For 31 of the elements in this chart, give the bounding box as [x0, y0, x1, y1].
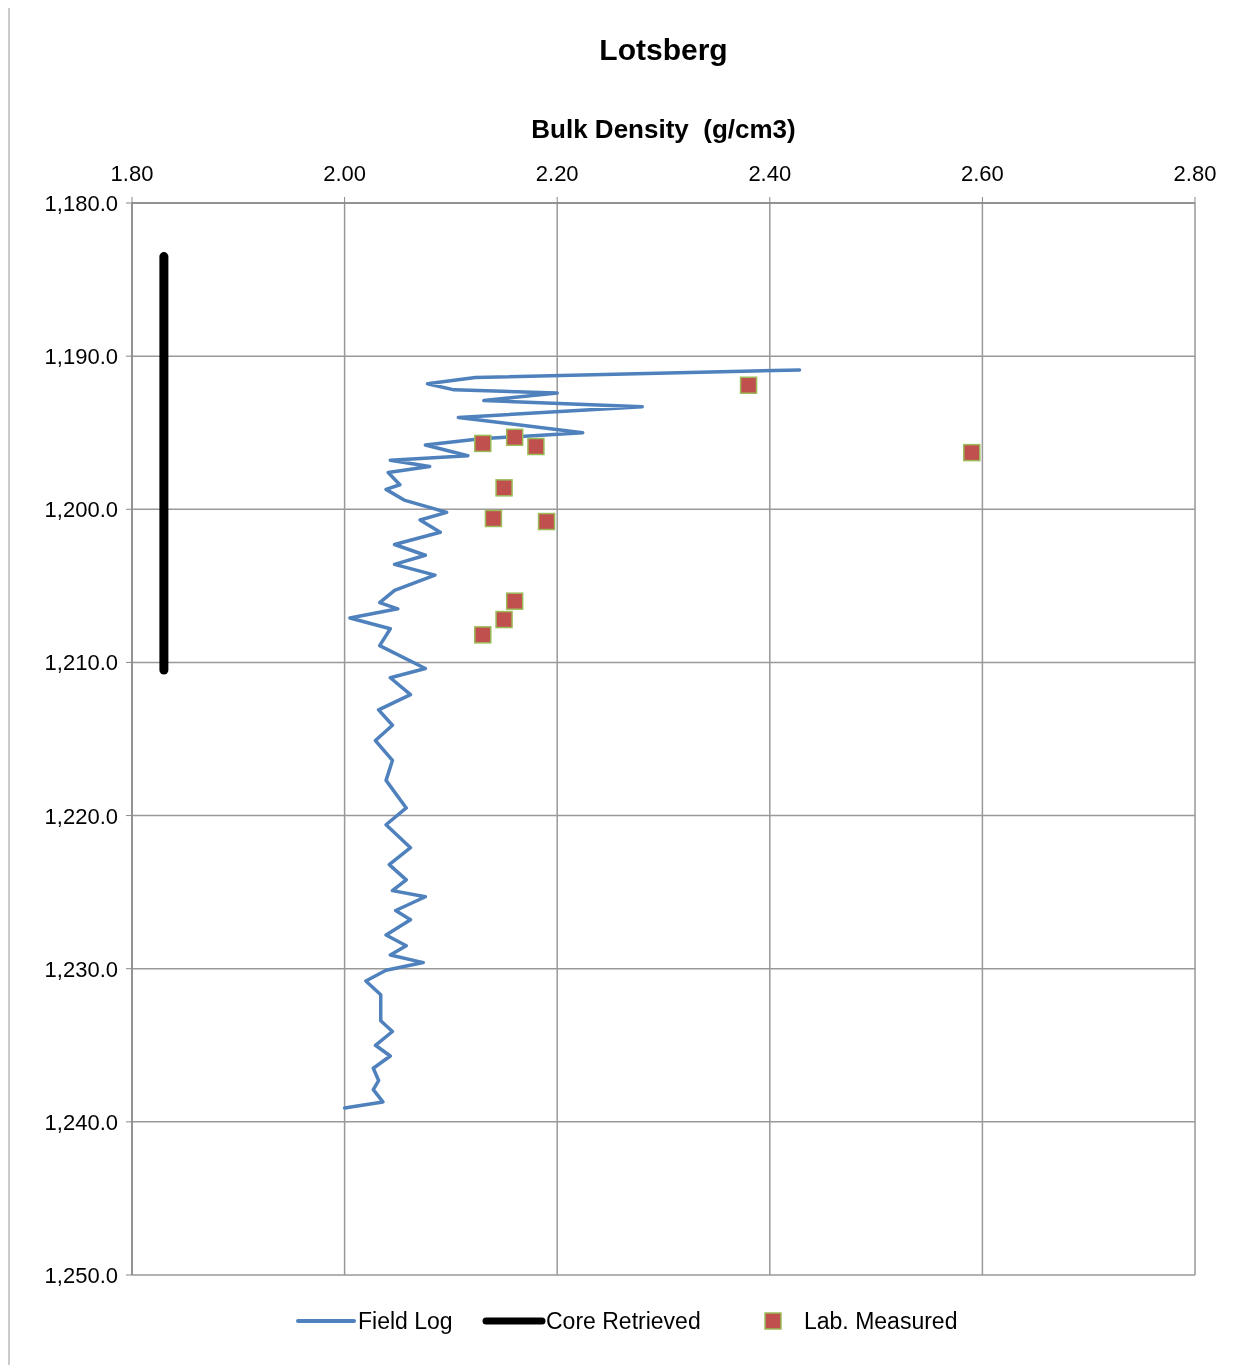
y-tick-label: 1,240.0 — [44, 1109, 118, 1135]
point — [495, 610, 513, 629]
y-tick-label: 1,200.0 — [44, 497, 118, 523]
point — [484, 509, 503, 528]
x-tick-label: 2.80 — [1173, 161, 1217, 186]
y-tick-label: 1,190.0 — [44, 344, 118, 370]
line-series — [342, 368, 802, 1110]
x-tick-label: 2.60 — [960, 161, 1004, 186]
point — [527, 437, 545, 456]
legend-label: Field Log — [358, 1308, 453, 1334]
legend-label: Lab. Measured — [804, 1308, 958, 1334]
x-tick-label: 2.40 — [748, 161, 792, 186]
y-tick-label: 1,210.0 — [44, 650, 118, 676]
point — [963, 443, 981, 462]
point — [537, 512, 556, 531]
legend-label: Core Retrieved — [546, 1308, 701, 1334]
chart-title: Lotsberg — [599, 33, 728, 66]
x-tick-label: 2.20 — [535, 161, 579, 186]
y-tick-label: 1,220.0 — [44, 803, 118, 829]
point — [505, 592, 524, 610]
x-tick-label: 1.80 — [110, 161, 154, 186]
x-tick-label: 2.00 — [323, 161, 367, 186]
y-tick-label: 1,180.0 — [44, 191, 118, 216]
point — [739, 376, 758, 394]
y-tick-label: 1,230.0 — [44, 956, 118, 982]
x-axis-title: Bulk Density (g/cm3) — [531, 114, 796, 144]
y-tick-label: 1,250.0 — [44, 1263, 118, 1288]
point — [495, 479, 513, 497]
point — [474, 626, 492, 644]
point — [505, 428, 524, 447]
point — [474, 434, 492, 453]
